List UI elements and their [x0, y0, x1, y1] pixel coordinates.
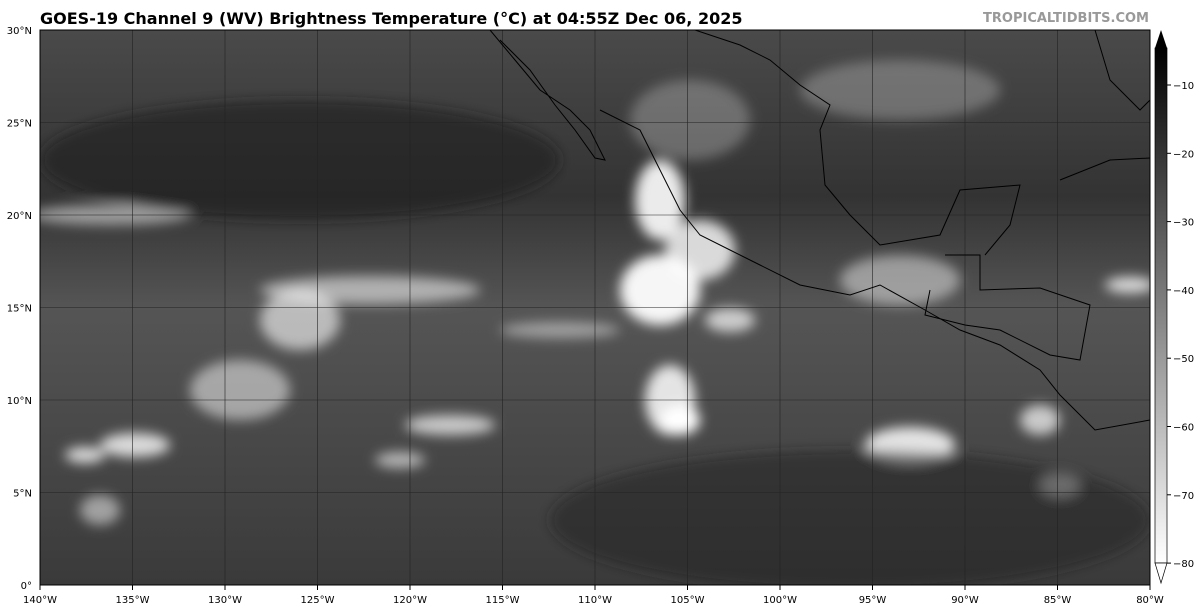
lat-label: 10°N: [7, 396, 32, 407]
lat-label: 0°: [21, 581, 32, 592]
colorbar-tick-label: −50: [1173, 354, 1194, 365]
cloud-blob: [260, 290, 340, 350]
colorbar-extend-min: [1154, 562, 1168, 585]
cloud-blob: [375, 452, 425, 468]
lat-label: 20°N: [7, 211, 32, 222]
dry-slot: [550, 450, 1150, 585]
cloud-blob: [80, 495, 120, 525]
lon-label: 85°W: [1044, 595, 1072, 606]
watermark: TROPICALTIDBITS.COM: [983, 11, 1149, 26]
lat-label: 25°N: [7, 119, 32, 130]
lon-label: 135°W: [116, 595, 150, 606]
colorbar-tick-label: −70: [1173, 491, 1194, 502]
cloud-blob: [1020, 405, 1060, 435]
cloud-blob: [630, 80, 750, 160]
lon-label: 105°W: [671, 595, 705, 606]
colorbar-tick-label: −80: [1173, 559, 1194, 570]
map-title: GOES-19 Channel 9 (WV) Brightness Temper…: [40, 9, 743, 28]
cloud-blob: [665, 220, 735, 280]
lat-label: 15°N: [7, 304, 32, 315]
lon-label: 125°W: [301, 595, 335, 606]
cloud-blob: [705, 308, 755, 332]
cloud-blob: [800, 60, 1000, 120]
lon-label: 95°W: [859, 595, 887, 606]
cloud-blob: [500, 322, 620, 338]
cloud-blob: [65, 447, 105, 463]
lon-label: 120°W: [393, 595, 427, 606]
colorbar-tick-label: −30: [1173, 218, 1194, 229]
colorbar-tick-label: −40: [1173, 286, 1194, 297]
colorbar-tick-label: −20: [1173, 149, 1194, 160]
lon-label: 115°W: [486, 595, 520, 606]
cloud-blob: [635, 160, 685, 240]
lon-label: 110°W: [578, 595, 612, 606]
coastlines: [489, 30, 1150, 431]
cloud-blob: [100, 433, 170, 457]
cloud-blob: [405, 415, 495, 435]
lat-label: 5°N: [13, 489, 32, 500]
cloud-blob: [660, 405, 700, 435]
colorbar-tick-label: −60: [1173, 423, 1194, 434]
lon-label: 80°W: [1136, 595, 1164, 606]
gridlines: [40, 30, 1150, 585]
colorbar-extend-max: [1155, 30, 1167, 48]
lon-label: 140°W: [23, 595, 57, 606]
cloud-blob: [840, 255, 960, 305]
lon-label: 100°W: [763, 595, 797, 606]
cloud-blob: [1105, 277, 1150, 293]
lon-label: 130°W: [208, 595, 242, 606]
colorbar-tick-label: −10: [1173, 81, 1194, 92]
lon-label: 90°W: [951, 595, 979, 606]
cloud-blob: [190, 360, 290, 420]
lat-label: 30°N: [7, 26, 32, 37]
colorbar: −10 −20 −30 −40 −50 −60 −70 −80: [1154, 30, 1194, 585]
dry-slot: [40, 100, 560, 220]
